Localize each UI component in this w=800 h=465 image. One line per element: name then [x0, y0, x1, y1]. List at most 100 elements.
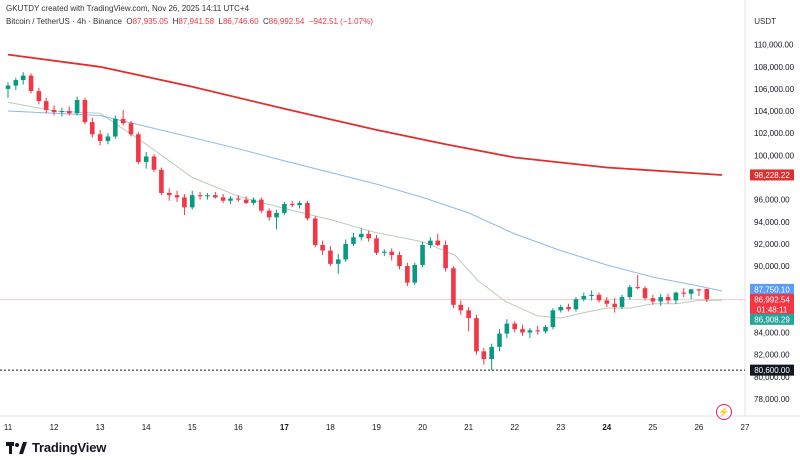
- x-tick-label: 17: [280, 423, 289, 432]
- candle-body: [66, 111, 72, 114]
- price-label-box: [750, 293, 794, 305]
- candle-body: [312, 218, 318, 246]
- candle-body: [474, 318, 479, 352]
- symbol-info-line: Bitcoin / TetherUS · 4h · Binance O87,93…: [6, 17, 373, 26]
- price-label-text: 87,750.10: [754, 285, 790, 294]
- candle-body: [412, 264, 418, 283]
- candle-body: [143, 156, 149, 162]
- candle-body: [458, 304, 464, 311]
- price-label-box: [750, 303, 794, 315]
- candle-body: [166, 192, 172, 196]
- candle-body: [466, 310, 471, 319]
- candle-body: [205, 195, 210, 197]
- candle-body: [527, 330, 533, 333]
- candle-body: [504, 323, 510, 334]
- candle-body: [159, 169, 164, 193]
- creator-caption: GKUTDY created with TradingView.com, Nov…: [6, 4, 250, 13]
- candle-body: [604, 300, 610, 304]
- x-tick-label: 23: [556, 423, 565, 432]
- candle-body: [89, 122, 95, 135]
- candle-body: [520, 329, 525, 333]
- y-tick-label: 96,000.00: [754, 196, 790, 205]
- candle-body: [28, 75, 34, 92]
- candle-body: [619, 297, 625, 308]
- candle-body: [681, 292, 687, 294]
- candle-body: [658, 297, 664, 302]
- open-label: O: [126, 17, 133, 26]
- x-tick-label: 16: [234, 423, 243, 432]
- candle-body: [197, 195, 203, 197]
- candle-body: [558, 307, 564, 311]
- symbol-name[interactable]: Bitcoin / TetherUS · 4h · Binance: [6, 17, 122, 26]
- y-tick-label: 84,000.00: [754, 328, 790, 337]
- candle-body: [596, 294, 602, 301]
- candle-body: [688, 289, 694, 294]
- candle-body: [635, 287, 640, 289]
- candle-body: [82, 99, 88, 123]
- lightning-icon[interactable]: ⚡: [716, 404, 732, 420]
- price-label-box: [750, 169, 794, 181]
- y-tick-label: 106,000.00: [754, 85, 795, 94]
- candle-body: [36, 91, 42, 102]
- x-tick-label: 27: [741, 423, 750, 432]
- candle-body: [20, 75, 26, 81]
- close-label: C: [262, 17, 269, 26]
- candle-body: [673, 292, 679, 301]
- x-tick-label: 18: [326, 423, 335, 432]
- candle-body: [289, 204, 295, 206]
- x-tick-label: 21: [464, 423, 473, 432]
- tradingview-logo[interactable]: TradingView: [6, 440, 106, 455]
- candle-body: [251, 199, 256, 203]
- candle-body: [266, 210, 272, 218]
- candle-body: [43, 101, 49, 110]
- y-tick-label: 104,000.00: [754, 107, 795, 116]
- candle-body: [581, 295, 587, 300]
- candle-body: [259, 199, 264, 211]
- candle-body: [13, 80, 19, 86]
- candle-body: [113, 118, 118, 137]
- price-label-text: 86,992.54: [754, 295, 790, 304]
- candle-body: [274, 212, 279, 218]
- candle-body: [343, 243, 348, 260]
- candle-body: [351, 237, 356, 244]
- candle-body: [627, 287, 633, 298]
- candle-body: [335, 259, 341, 264]
- low-value: 86,746.60: [222, 17, 259, 26]
- candle-body: [358, 233, 364, 238]
- y-tick-label: 90,000.00: [754, 262, 790, 271]
- candle-body: [174, 195, 180, 198]
- candle-body: [236, 198, 241, 200]
- candle-body: [120, 118, 126, 124]
- price-change: −942.51 (−1.07%): [308, 17, 373, 26]
- candle-body: [105, 136, 111, 141]
- candle-body: [612, 303, 617, 308]
- candle-body: [220, 197, 226, 201]
- candle-body: [497, 333, 502, 347]
- x-tick-label: 15: [188, 423, 197, 432]
- candle-body: [451, 268, 456, 305]
- candle-body: [5, 85, 11, 89]
- candle-body: [328, 250, 333, 264]
- candle-body: [481, 351, 487, 360]
- x-tick-label: 12: [50, 423, 59, 432]
- candle-body: [397, 254, 402, 267]
- x-tick-label: 24: [602, 423, 611, 432]
- y-tick-label: 78,000.00: [754, 395, 790, 404]
- candle-body: [305, 202, 310, 219]
- candle-body: [435, 240, 441, 246]
- candle-body: [212, 195, 218, 198]
- candle-body: [282, 204, 287, 213]
- candle-body: [665, 297, 671, 301]
- currency-label[interactable]: USDT: [754, 17, 776, 26]
- candle-body: [566, 307, 571, 310]
- tradingview-logo-text: TradingView: [32, 440, 107, 455]
- candle-body: [297, 202, 302, 206]
- x-tick-label: 11: [4, 423, 13, 432]
- ma-short-line: [7, 101, 723, 319]
- candle-body: [512, 323, 517, 330]
- candle-body: [443, 245, 448, 269]
- x-tick-label: 22: [510, 423, 519, 432]
- price-label-box: [750, 313, 794, 325]
- candle-body: [151, 156, 157, 170]
